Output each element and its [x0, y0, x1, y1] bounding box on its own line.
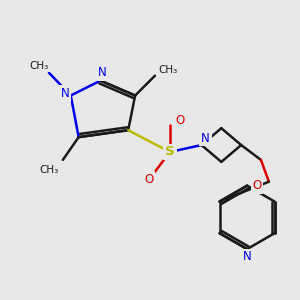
Text: O: O [252, 179, 262, 192]
Text: CH₃: CH₃ [158, 65, 178, 75]
Text: N: N [201, 132, 210, 145]
Text: CH₃: CH₃ [39, 165, 58, 175]
Text: N: N [60, 87, 69, 100]
Text: O: O [144, 173, 154, 186]
Text: CH₃: CH₃ [29, 61, 49, 71]
Text: N: N [243, 250, 251, 263]
Text: O: O [175, 114, 184, 127]
Text: S: S [165, 146, 175, 158]
Text: N: N [98, 66, 107, 79]
